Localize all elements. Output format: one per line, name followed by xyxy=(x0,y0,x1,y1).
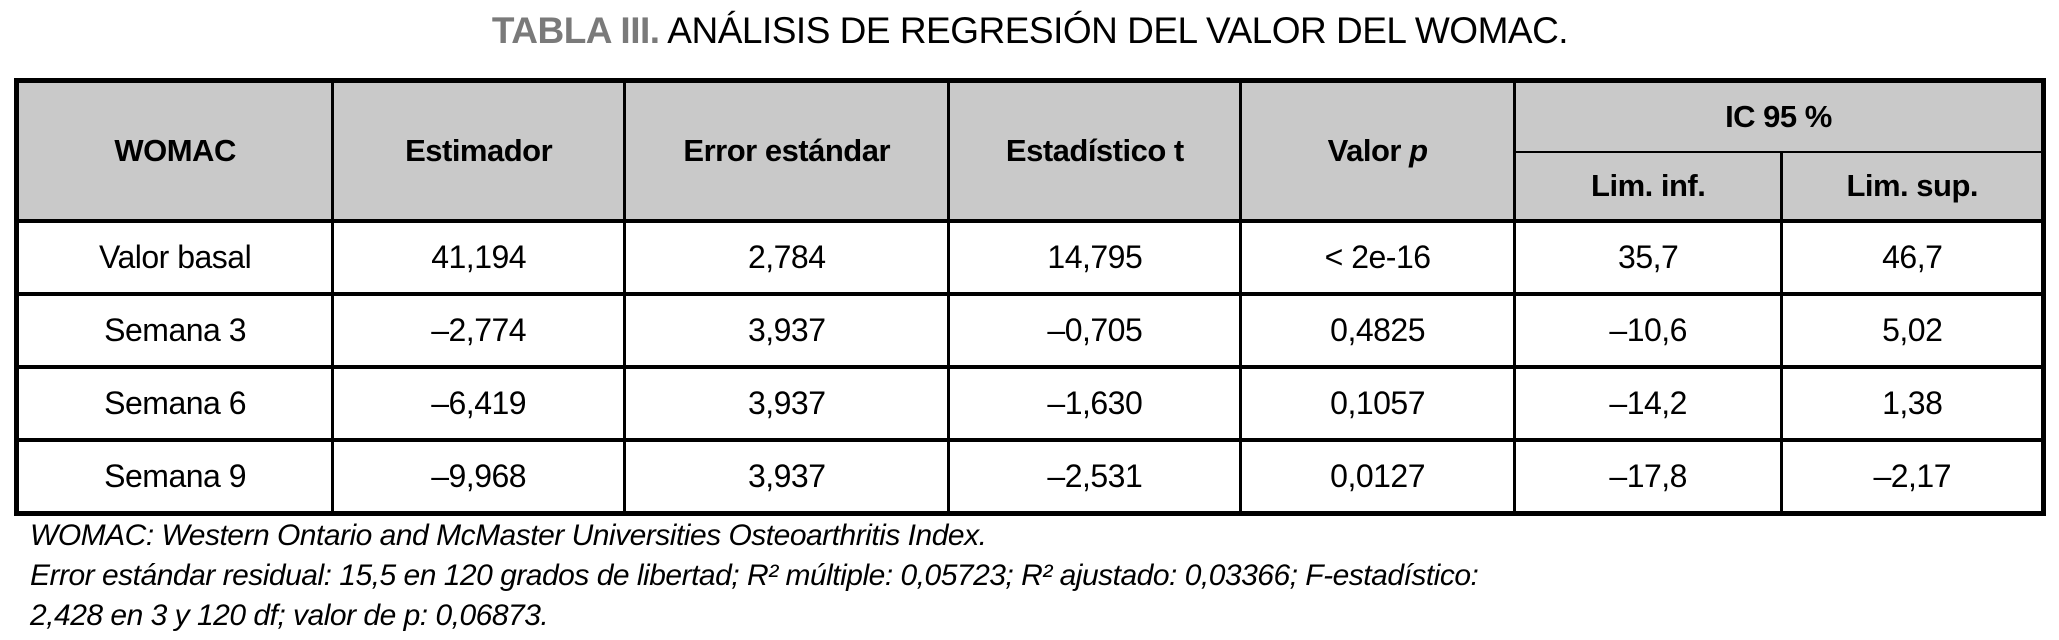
data-cell: < 2e-16 xyxy=(1239,219,1516,294)
data-cell: 14,795 xyxy=(947,219,1243,294)
data-cell: 46,7 xyxy=(1780,219,2045,294)
data-cell: 3,937 xyxy=(623,365,951,440)
footnote-model-stats-line1: Error estándar residual: 15,5 en 120 gra… xyxy=(30,559,1479,592)
col-header-lim-sup: Lim. sup. xyxy=(1780,151,2045,221)
valor-p-prefix: Valor xyxy=(1327,133,1410,168)
col-header-ic-95-group: IC 95 % xyxy=(1512,80,2046,152)
col-header-estimador: Estimador xyxy=(331,80,627,221)
data-cell: –14,2 xyxy=(1512,365,1784,440)
data-cell: –10,6 xyxy=(1512,292,1784,367)
data-cell: –2,774 xyxy=(331,292,627,367)
data-cell: 0,4825 xyxy=(1239,292,1516,367)
col-header-womac: WOMAC xyxy=(14,80,335,221)
table-title-text: ANÁLISIS DE REGRESIÓN DEL VALOR DEL WOMA… xyxy=(659,10,1569,51)
valor-p-symbol: p xyxy=(1409,133,1428,168)
data-cell: 5,02 xyxy=(1780,292,2045,367)
row-label-cell: Semana 3 xyxy=(14,292,335,367)
footnote-womac-definition: WOMAC: Western Ontario and McMaster Univ… xyxy=(30,519,987,552)
row-label-cell: Semana 9 xyxy=(14,438,335,514)
data-cell: –2,17 xyxy=(1780,438,2045,514)
data-cell: 3,937 xyxy=(623,438,951,514)
data-cell: –1,630 xyxy=(947,365,1243,440)
data-cell: –17,8 xyxy=(1512,438,1784,514)
col-header-valor-p: Valor p xyxy=(1239,80,1516,221)
data-cell: –9,968 xyxy=(331,438,627,514)
table-row-valor-basal: Valor basal 41,194 2,784 14,795 < 2e-16 … xyxy=(14,219,2045,294)
row-label-cell: Semana 6 xyxy=(14,365,335,440)
data-cell: 41,194 xyxy=(331,219,627,294)
footnote-model-stats-line2: 2,428 en 3 y 120 df; valor de p: 0,06873… xyxy=(30,599,549,632)
data-cell: –6,419 xyxy=(331,365,627,440)
col-header-estadistico-t: Estadístico t xyxy=(947,80,1243,221)
data-cell: 3,937 xyxy=(623,292,951,367)
data-cell: 2,784 xyxy=(623,219,951,294)
data-cell: 0,0127 xyxy=(1239,438,1516,514)
col-header-lim-inf: Lim. inf. xyxy=(1512,151,1784,221)
table-row-semana-9: Semana 9 –9,968 3,937 –2,531 0,0127 –17,… xyxy=(14,438,2045,514)
table-row-semana-6: Semana 6 –6,419 3,937 –1,630 0,1057 –14,… xyxy=(14,365,2045,440)
table-footnotes: WOMAC: Western Ontario and McMaster Univ… xyxy=(30,516,2030,636)
row-label-cell: Valor basal xyxy=(14,219,335,294)
table-title-label: TABLA III. xyxy=(491,10,660,51)
data-cell: –2,531 xyxy=(947,438,1243,514)
data-cell: 0,1057 xyxy=(1239,365,1516,440)
col-header-error-estandar: Error estándar xyxy=(623,80,951,221)
data-cell: 1,38 xyxy=(1780,365,2045,440)
data-cell: –0,705 xyxy=(947,292,1243,367)
table-title: TABLA III. ANÁLISIS DE REGRESIÓN DEL VAL… xyxy=(14,10,2046,52)
table-row-semana-3: Semana 3 –2,774 3,937 –0,705 0,4825 –10,… xyxy=(14,292,2045,367)
regression-table: WOMAC Estimador Error estándar Estadísti… xyxy=(14,78,2046,516)
data-cell: 35,7 xyxy=(1512,219,1784,294)
